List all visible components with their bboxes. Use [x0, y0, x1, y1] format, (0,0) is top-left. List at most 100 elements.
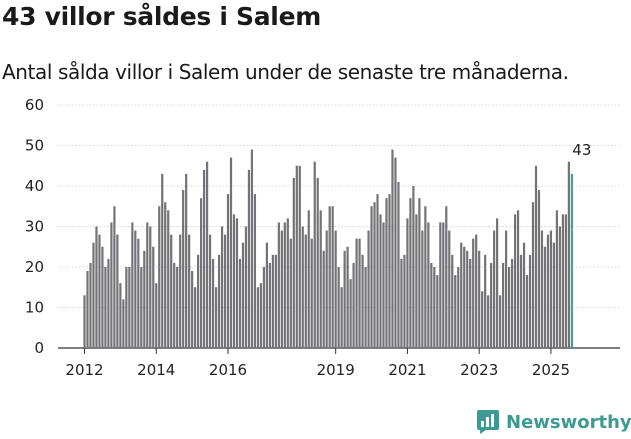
- bar: [558, 226, 562, 348]
- bar: [370, 206, 373, 348]
- bar: [98, 234, 101, 348]
- bar: [262, 267, 265, 348]
- bar: [289, 238, 292, 348]
- bar: [134, 230, 137, 348]
- bar: [86, 271, 89, 348]
- bar: [92, 242, 95, 348]
- bar: [152, 246, 155, 348]
- bar: [316, 177, 319, 348]
- bar: [232, 214, 236, 348]
- bar: [346, 246, 349, 348]
- bar: [223, 234, 227, 348]
- bar: [540, 230, 544, 348]
- bar: [522, 242, 526, 348]
- bar: [397, 181, 400, 348]
- x-tick-label: 2025: [532, 361, 570, 379]
- bar: [319, 210, 322, 348]
- bar: [334, 230, 337, 348]
- newsworthy-logo[interactable]: Newsworthy: [476, 408, 631, 436]
- bar: [250, 149, 254, 348]
- bar: [292, 177, 295, 348]
- bar: [361, 254, 364, 348]
- y-tick-label: 60: [25, 96, 44, 114]
- bar: [516, 210, 520, 348]
- bar: [436, 275, 439, 348]
- bar: [131, 222, 134, 348]
- bar: [496, 218, 499, 348]
- bar: [451, 254, 454, 348]
- y-tick-label: 10: [25, 299, 44, 317]
- y-tick-label: 40: [25, 177, 44, 195]
- bar: [173, 262, 176, 348]
- bar: [403, 254, 406, 348]
- bar: [101, 246, 104, 348]
- bar: [247, 169, 251, 348]
- bar: [349, 279, 352, 348]
- bar: [125, 267, 128, 348]
- bar: [340, 287, 343, 348]
- bar: [110, 222, 113, 348]
- bar: [140, 267, 143, 348]
- bar: [104, 267, 107, 348]
- bar: [277, 222, 280, 348]
- x-axis: 2012 2014 2016 2019 2021 2023 2025: [65, 348, 570, 379]
- bar: [167, 210, 170, 348]
- bar: [478, 250, 481, 348]
- bar: [364, 267, 367, 348]
- bar: [179, 234, 182, 348]
- bar: [307, 210, 310, 348]
- bar: [164, 202, 167, 348]
- bar: [161, 173, 164, 348]
- bar: [469, 258, 472, 348]
- y-tick-label: 30: [25, 218, 44, 236]
- bar: [298, 165, 301, 348]
- bar: [244, 226, 248, 348]
- bar: [226, 194, 230, 348]
- bar: [463, 246, 466, 348]
- bar: [531, 202, 535, 348]
- bar: [385, 198, 388, 348]
- bar: [460, 242, 463, 348]
- bar: [182, 190, 185, 348]
- y-axis: 0 10 20 30 40 50 60: [25, 96, 44, 357]
- bar: [519, 254, 523, 348]
- bar: [433, 267, 436, 348]
- bar: [549, 230, 553, 348]
- x-tick-label: 2023: [460, 361, 498, 379]
- bar: [283, 222, 286, 348]
- bar: [418, 198, 421, 348]
- bar-highlight: [570, 173, 573, 348]
- bar: [406, 218, 409, 348]
- bar: [358, 238, 361, 348]
- bar: [286, 218, 289, 348]
- bar: [310, 238, 313, 348]
- bar: [564, 214, 567, 348]
- brand-name: Newsworthy: [506, 411, 631, 433]
- bar: [235, 218, 239, 348]
- bar: [343, 250, 346, 348]
- bars: [83, 149, 573, 348]
- bar: [484, 254, 487, 348]
- bar: [191, 271, 194, 348]
- bar: [328, 206, 331, 348]
- bar: [313, 161, 316, 348]
- y-tick-label: 0: [34, 339, 44, 357]
- bar: [238, 258, 242, 348]
- bar: [543, 246, 547, 348]
- bar: [322, 250, 325, 348]
- bar: [325, 230, 328, 348]
- x-tick-label: 2016: [209, 361, 247, 379]
- bar: [454, 275, 457, 348]
- bar: [143, 250, 146, 348]
- y-tick-label: 20: [25, 258, 44, 276]
- bar: [211, 258, 215, 348]
- x-tick-label: 2014: [137, 361, 175, 379]
- bar: [382, 222, 385, 348]
- bar: [155, 283, 158, 348]
- bar: [241, 242, 245, 348]
- bar: [107, 258, 110, 348]
- bar: [510, 258, 514, 348]
- bar: [331, 206, 334, 348]
- bar: [188, 234, 191, 348]
